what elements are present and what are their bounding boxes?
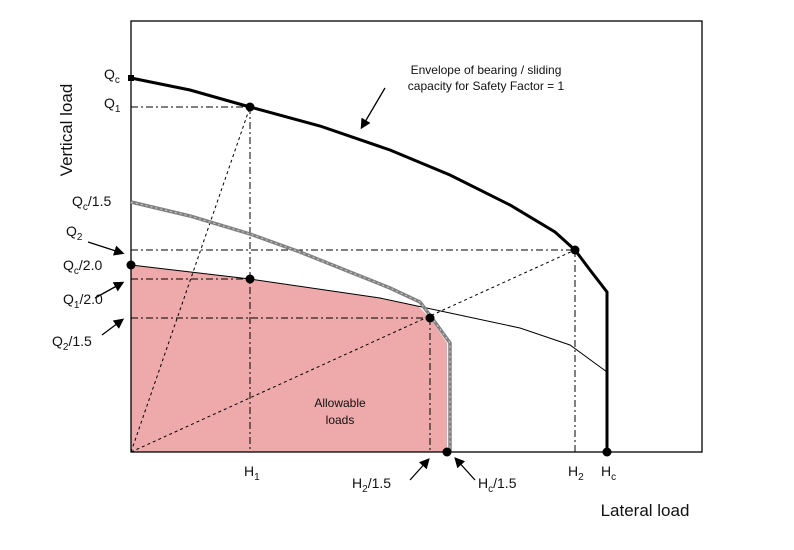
point-1 xyxy=(245,102,255,112)
envelope-arrow xyxy=(360,87,386,130)
hc-reduced-point xyxy=(442,447,452,457)
plot-frame xyxy=(130,20,703,453)
envelope-annotation-line1: Envelope of bearing / sliding xyxy=(411,63,562,77)
label-hc-over-1-5: Hc/1.5 xyxy=(478,475,517,495)
label-qc-over-1-5: Qc/1.5 xyxy=(72,193,111,213)
pointer-arrows xyxy=(87,87,476,481)
point-1-reduced xyxy=(245,274,255,284)
point-2 xyxy=(570,245,580,255)
label-qc-over-2-0: Qc/2.0 xyxy=(63,257,102,277)
key-points xyxy=(126,75,612,457)
envelope-sf1-curve xyxy=(130,76,609,452)
envelope-annotation-line2: capacity for Safety Factor = 1 xyxy=(408,79,565,93)
hc-reduced-arrow xyxy=(454,457,476,481)
hc-point xyxy=(602,447,612,457)
q2-arrow xyxy=(87,241,125,256)
h2-reduced-arrow xyxy=(409,458,430,481)
label-h2: H2 xyxy=(568,463,584,483)
q2-reduced-arrow xyxy=(101,318,125,336)
allowable-label-line1: Allowable xyxy=(314,396,366,410)
x-axis-title: Lateral load xyxy=(601,501,690,520)
label-qc: Qc xyxy=(104,66,120,86)
label-q1: Q1 xyxy=(104,95,121,115)
envelope-sf15-texture xyxy=(130,201,451,452)
ray-to-point-1 xyxy=(130,106,251,453)
y-axis-title: Vertical load xyxy=(57,84,76,177)
label-hc: Hc xyxy=(601,463,616,483)
label-q1-over-2-0: Q1/2.0 xyxy=(63,291,103,311)
guide-lines xyxy=(131,106,576,452)
label-q2-over-1-5: Q2/1.5 xyxy=(52,333,92,353)
point-2-reduced xyxy=(425,313,435,323)
q1-half-arrow xyxy=(94,281,125,299)
load-rays xyxy=(130,106,576,453)
label-h1: H1 xyxy=(244,463,260,483)
label-h2-over-1-5: H2/1.5 xyxy=(352,475,391,495)
allowable-loads-region xyxy=(131,265,447,452)
allowable-label-line2: loads xyxy=(326,413,355,427)
qc-point xyxy=(128,75,134,81)
qc-half-point xyxy=(126,260,136,270)
label-q2: Q2 xyxy=(66,223,83,243)
